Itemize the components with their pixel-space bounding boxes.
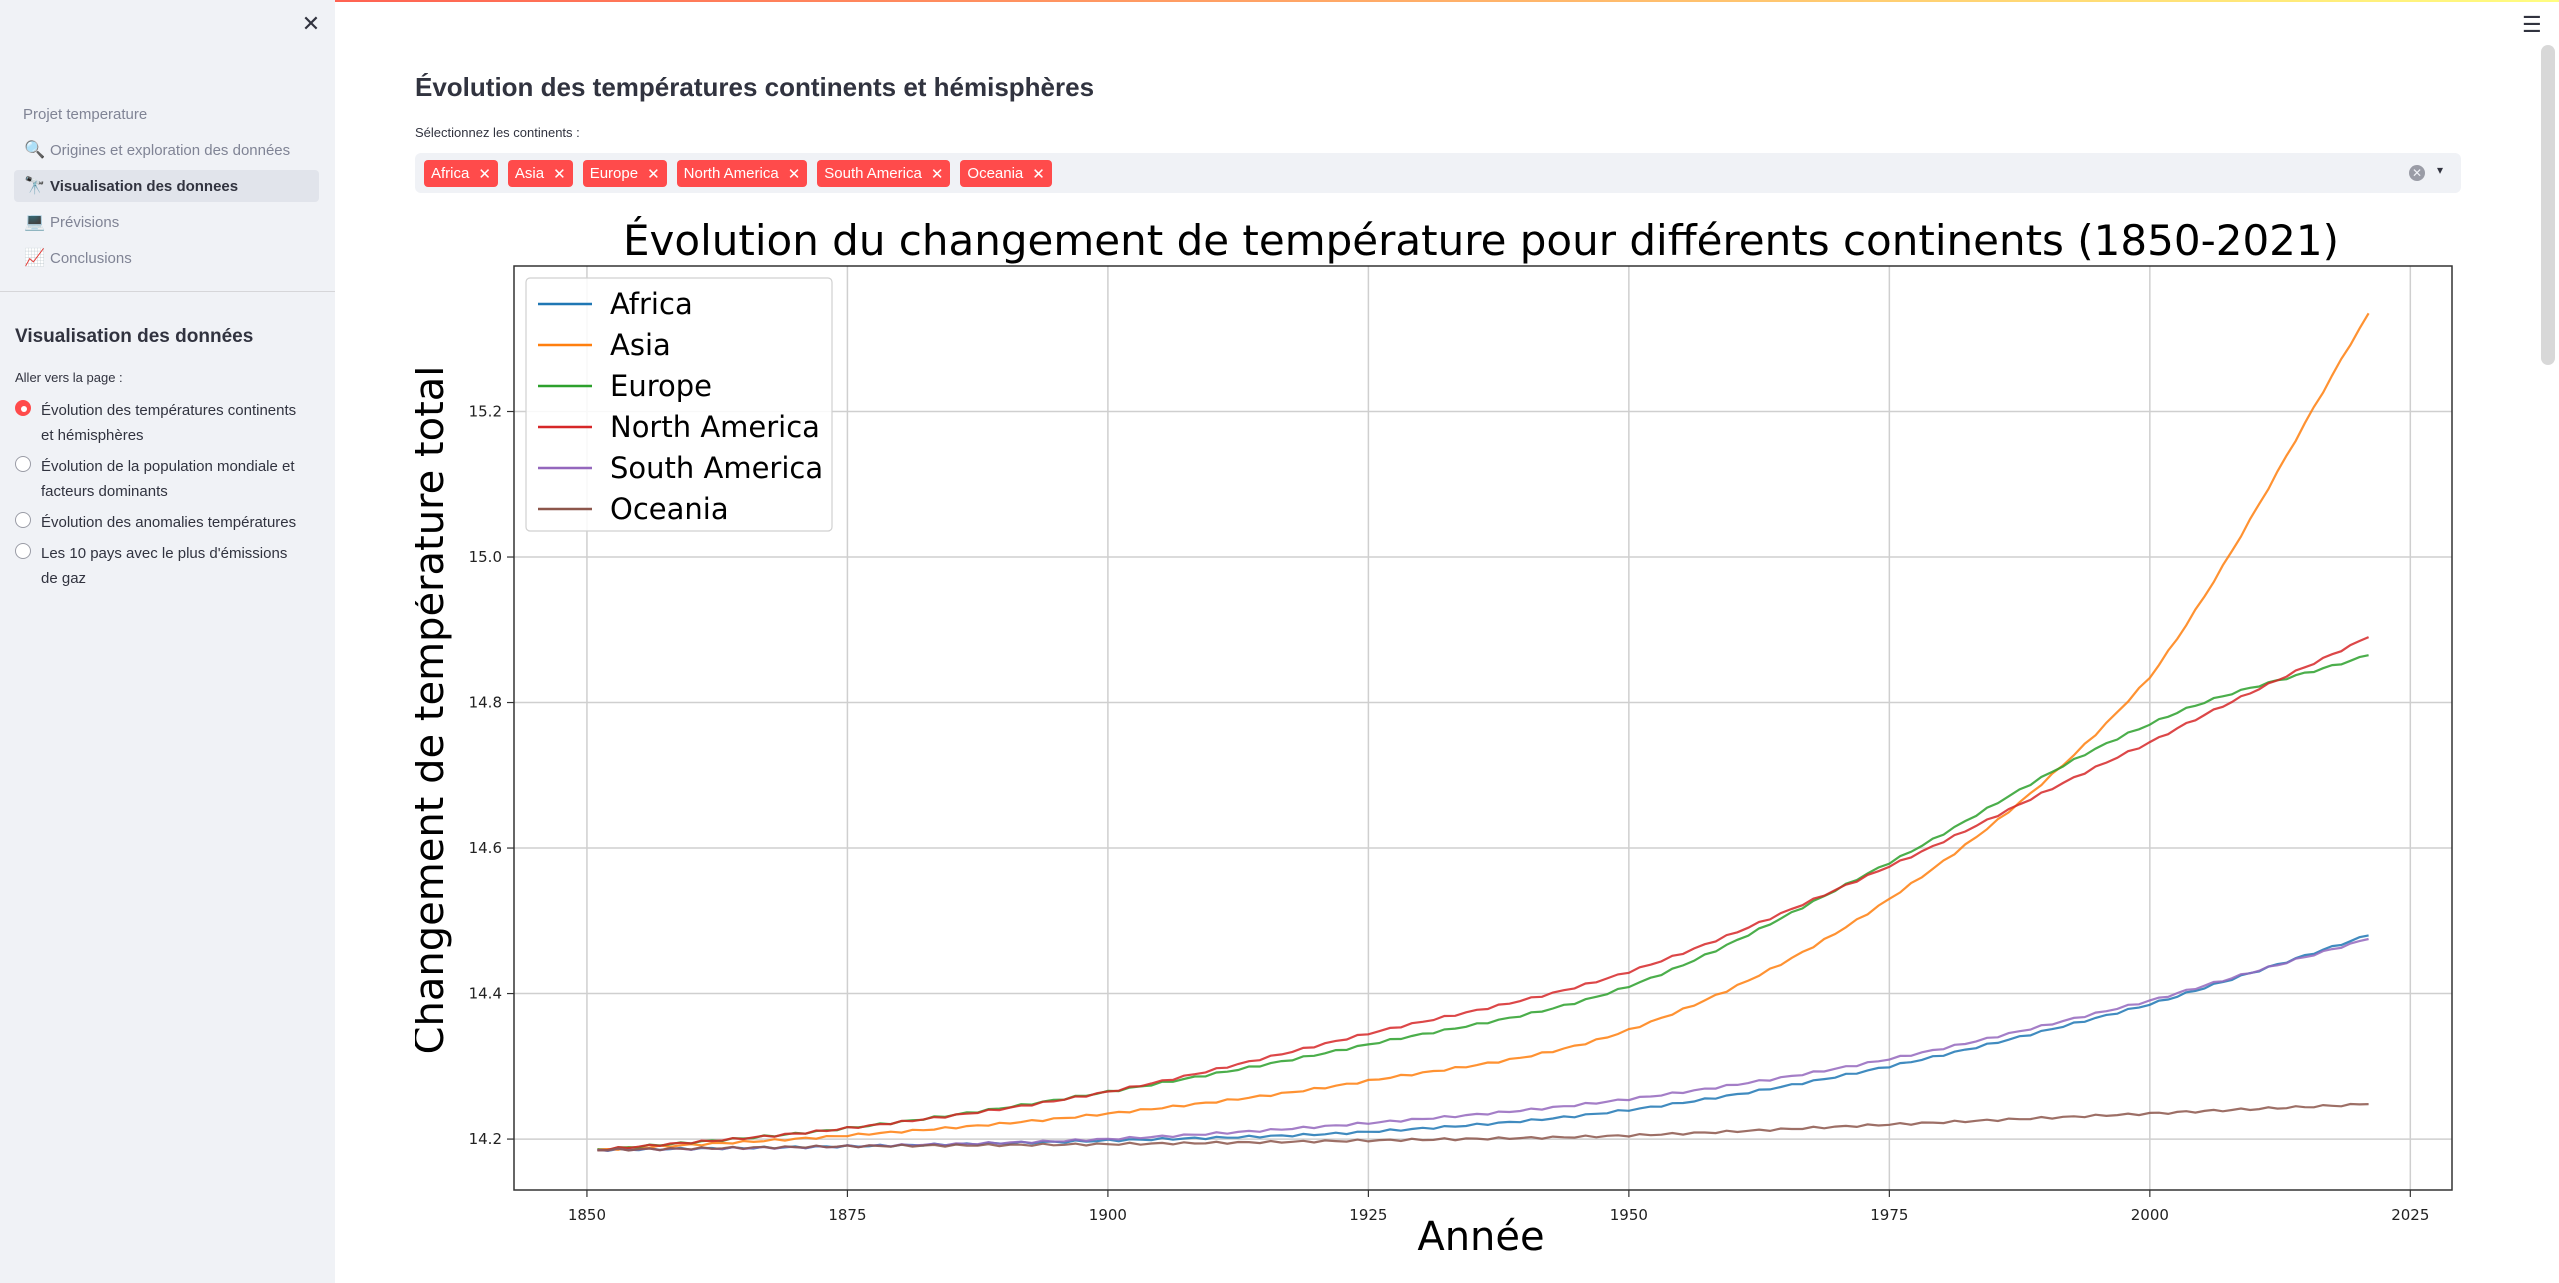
x-tick-label: 1925: [1349, 1206, 1387, 1224]
tag-label: South America: [824, 165, 922, 182]
remove-tag-icon[interactable]: ✕: [1032, 165, 1045, 183]
legend-label: North America: [610, 410, 820, 444]
sidebar-nav: 🔍 Origines et exploration des données 🔭 …: [14, 134, 319, 278]
chart-series: [597, 312, 2370, 1153]
sidebar-item-conclusions[interactable]: 📈 Conclusions: [14, 242, 319, 274]
remove-tag-icon[interactable]: ✕: [478, 165, 491, 183]
close-icon[interactable]: ✕: [301, 11, 321, 36]
series-line-north-america: [597, 636, 2370, 1152]
y-tick-label: 14.4: [469, 985, 502, 1003]
x-tick-label: 2000: [2131, 1206, 2169, 1224]
sidebar-section-title: Visualisation des données: [15, 326, 254, 347]
x-tick-label: 2025: [2391, 1206, 2429, 1224]
tag-label: Europe: [589, 165, 639, 182]
y-axis-label: Changement de température total: [415, 366, 453, 1055]
radio-group-label: Aller vers la page :: [15, 370, 123, 385]
tag-south-america[interactable]: South America ✕: [817, 160, 951, 187]
laptop-icon: 💻: [24, 212, 46, 231]
tag-oceania[interactable]: Oceania ✕: [960, 160, 1052, 187]
clear-all-icon[interactable]: ✕: [2409, 165, 2425, 181]
sidebar: ✕ Projet temperature 🔍 Origines et explo…: [0, 0, 335, 1283]
hamburger-menu-icon[interactable]: ☰: [2522, 12, 2542, 37]
sidebar-project-heading: Projet temperature: [23, 106, 148, 123]
legend-label: Asia: [610, 328, 671, 362]
y-tick-label: 14.8: [469, 694, 502, 712]
x-tick-label: 1900: [1089, 1206, 1127, 1224]
tag-north-america[interactable]: North America ✕: [676, 160, 808, 187]
x-tick-label: 1950: [1610, 1206, 1648, 1224]
tag-label: Oceania: [967, 165, 1024, 182]
sidebar-divider: [0, 291, 335, 292]
page-scrollbar[interactable]: [2541, 45, 2555, 365]
top-decoration-bar: [0, 0, 2559, 2]
radio-option-anomalies[interactable]: Évolution des anomalies températures: [15, 510, 310, 535]
radio-button[interactable]: [15, 543, 31, 559]
y-tick-label: 14.2: [469, 1130, 502, 1148]
sidebar-item-label: Prévisions: [50, 213, 120, 231]
radio-option-population[interactable]: Évolution de la population mondiale et f…: [15, 454, 310, 504]
sidebar-item-origines[interactable]: 🔍 Origines et exploration des données: [14, 134, 319, 166]
remove-tag-icon[interactable]: ✕: [930, 165, 944, 183]
remove-tag-icon[interactable]: ✕: [787, 165, 801, 183]
axis-ticks: 1850 1875 1900 1925 1950 1975 2000 2025 14.2 14.4…: [469, 403, 2430, 1224]
radio-option-label: Les 10 pays avec le plus d'émissions de …: [41, 545, 288, 587]
legend-label: Africa: [610, 287, 693, 321]
x-tick-label: 1875: [828, 1206, 866, 1224]
series-line-oceania: [597, 1102, 2369, 1152]
chevron-down-icon[interactable]: ▾: [2437, 163, 2444, 177]
radio-button[interactable]: [15, 456, 31, 472]
remove-tag-icon[interactable]: ✕: [553, 165, 566, 183]
tag-europe[interactable]: Europe ✕: [582, 160, 667, 187]
sidebar-item-label: Origines et exploration des données: [50, 141, 291, 159]
tag-asia[interactable]: Asia ✕: [507, 160, 573, 187]
continent-multiselect[interactable]: Africa ✕ Asia ✕ Europe ✕ North America ✕ Sou…: [415, 153, 2461, 193]
chart-title: Évolution du changement de température p…: [623, 215, 2339, 265]
radio-button-checked[interactable]: [15, 400, 31, 416]
temperature-line-chart: Évolution du changement de température p…: [415, 215, 2453, 1260]
legend-label: South America: [610, 451, 823, 485]
sidebar-item-label: Visualisation des donnees: [50, 177, 239, 195]
x-tick-label: 1975: [1870, 1206, 1908, 1224]
page-title: Évolution des températures continents et…: [415, 72, 1095, 102]
plot-frame: [513, 265, 2453, 1191]
series-line-asia: [597, 312, 2370, 1151]
chart-legend: Africa Asia Europe North America South Ameri…: [525, 277, 833, 532]
legend-label: Europe: [610, 369, 712, 403]
radio-option-emissions[interactable]: Les 10 pays avec le plus d'émissions de …: [15, 541, 310, 591]
remove-tag-icon[interactable]: ✕: [647, 165, 660, 183]
series-line-south-america: [597, 937, 2369, 1152]
series-line-africa: [597, 934, 2369, 1153]
x-axis-label: Année: [1417, 1214, 1544, 1260]
selected-tags: Africa ✕ Asia ✕ Europe ✕ North America ✕ Sou…: [424, 160, 1052, 187]
series-line-europe: [597, 654, 2369, 1152]
tag-label: Asia: [514, 165, 545, 182]
x-tick-label: 1850: [568, 1206, 606, 1224]
sidebar-item-visualisation[interactable]: 🔭 Visualisation des donnees: [14, 170, 319, 202]
legend-box: [525, 277, 833, 532]
radio-option-label: Évolution de la population mondiale et f…: [41, 458, 295, 500]
telescope-icon: 🔭: [24, 176, 46, 195]
radio-option-label: Évolution des températures continents et…: [41, 402, 297, 444]
tag-label: Africa: [431, 165, 470, 182]
radio-option-temperatures[interactable]: Évolution des températures continents et…: [15, 398, 310, 448]
sidebar-item-label: Conclusions: [50, 249, 132, 267]
tag-label: North America: [683, 165, 779, 182]
sidebar-item-previsions[interactable]: 💻 Prévisions: [14, 206, 319, 238]
y-tick-label: 15.2: [469, 403, 502, 421]
multiselect-label: Sélectionnez les continents :: [415, 125, 580, 140]
page-radio-group: Évolution des températures continents et…: [15, 398, 310, 597]
magnifier-icon: 🔍: [24, 140, 46, 159]
radio-button[interactable]: [15, 512, 31, 528]
y-tick-label: 15.0: [469, 548, 502, 566]
chart-icon: 📈: [24, 248, 46, 267]
legend-label: Oceania: [610, 492, 729, 526]
tag-africa[interactable]: Africa ✕: [424, 160, 498, 187]
radio-option-label: Évolution des anomalies températures: [41, 514, 297, 531]
y-tick-label: 14.6: [469, 839, 502, 857]
